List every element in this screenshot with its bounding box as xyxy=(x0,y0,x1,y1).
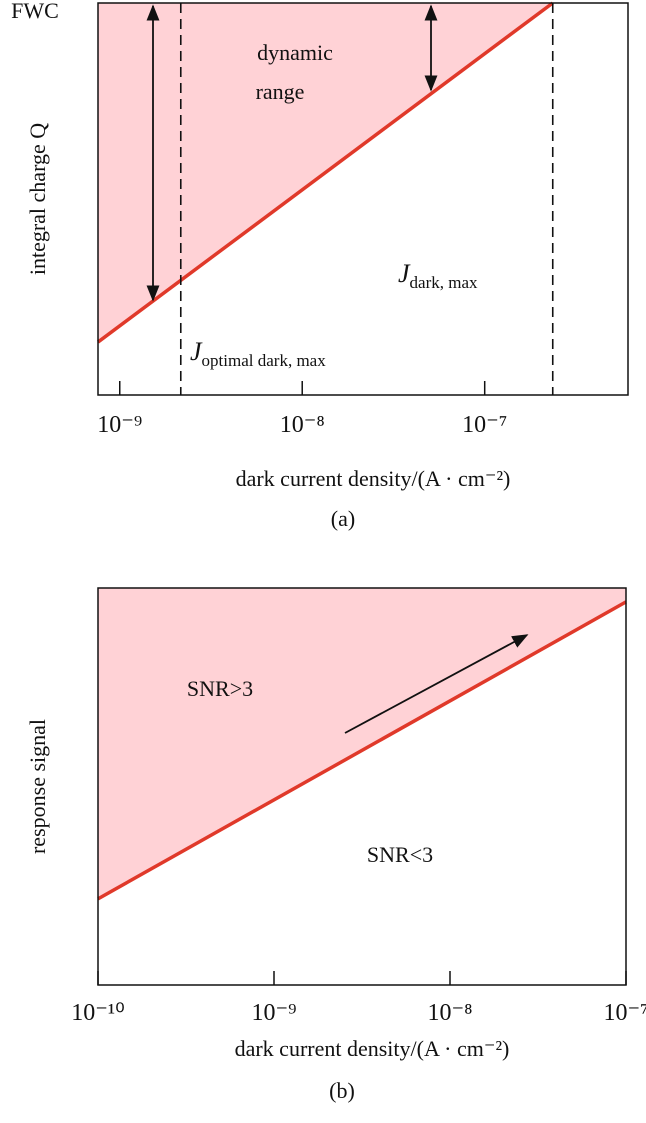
plot-frame xyxy=(97,587,627,986)
y-top-label: FWC xyxy=(11,0,59,23)
x-tick-label: 10⁻⁷ xyxy=(462,412,507,438)
annotation: range xyxy=(256,79,305,104)
annotation-text: SNR>3 xyxy=(187,676,253,701)
annotation: Joptimal dark, max xyxy=(190,337,326,370)
plot-frame xyxy=(97,2,629,396)
x-tick-label: 10⁻⁹ xyxy=(251,1000,296,1026)
x-tick-label: 10⁻¹⁰ xyxy=(71,1000,124,1026)
annotation-text: SNR<3 xyxy=(367,842,433,867)
region-fill xyxy=(98,588,626,899)
annotation: Jdark, max xyxy=(398,259,478,292)
x-tick-label: 10⁻⁷ xyxy=(603,1000,646,1026)
annotation-text: J xyxy=(398,259,411,288)
annotation-text: J xyxy=(190,337,203,366)
caption: (b) xyxy=(329,1078,355,1103)
annotation: dynamic xyxy=(257,40,333,65)
x-tick-label: 10⁻⁸ xyxy=(427,1000,472,1026)
x-axis-title: dark current density/(A · cm⁻²) xyxy=(235,1036,510,1061)
annotation-subscript: optimal dark, max xyxy=(202,351,327,370)
annotation-subscript: dark, max xyxy=(410,273,478,292)
annotation-text: dynamic xyxy=(257,40,333,65)
data-line xyxy=(97,600,627,901)
annotation: SNR<3 xyxy=(367,842,433,867)
x-axis-title: dark current density/(A · cm⁻²) xyxy=(236,466,511,491)
data-line xyxy=(96,1,554,344)
x-tick-label: 10⁻⁸ xyxy=(280,412,325,438)
y-axis-title: integral charge Q xyxy=(25,123,50,275)
caption: (a) xyxy=(331,506,355,531)
x-tick-label: 10⁻⁹ xyxy=(97,412,142,438)
arrow xyxy=(344,634,529,734)
annotation: SNR>3 xyxy=(187,676,253,701)
annotation-text: range xyxy=(256,79,305,104)
y-axis-title: response signal xyxy=(25,719,50,854)
